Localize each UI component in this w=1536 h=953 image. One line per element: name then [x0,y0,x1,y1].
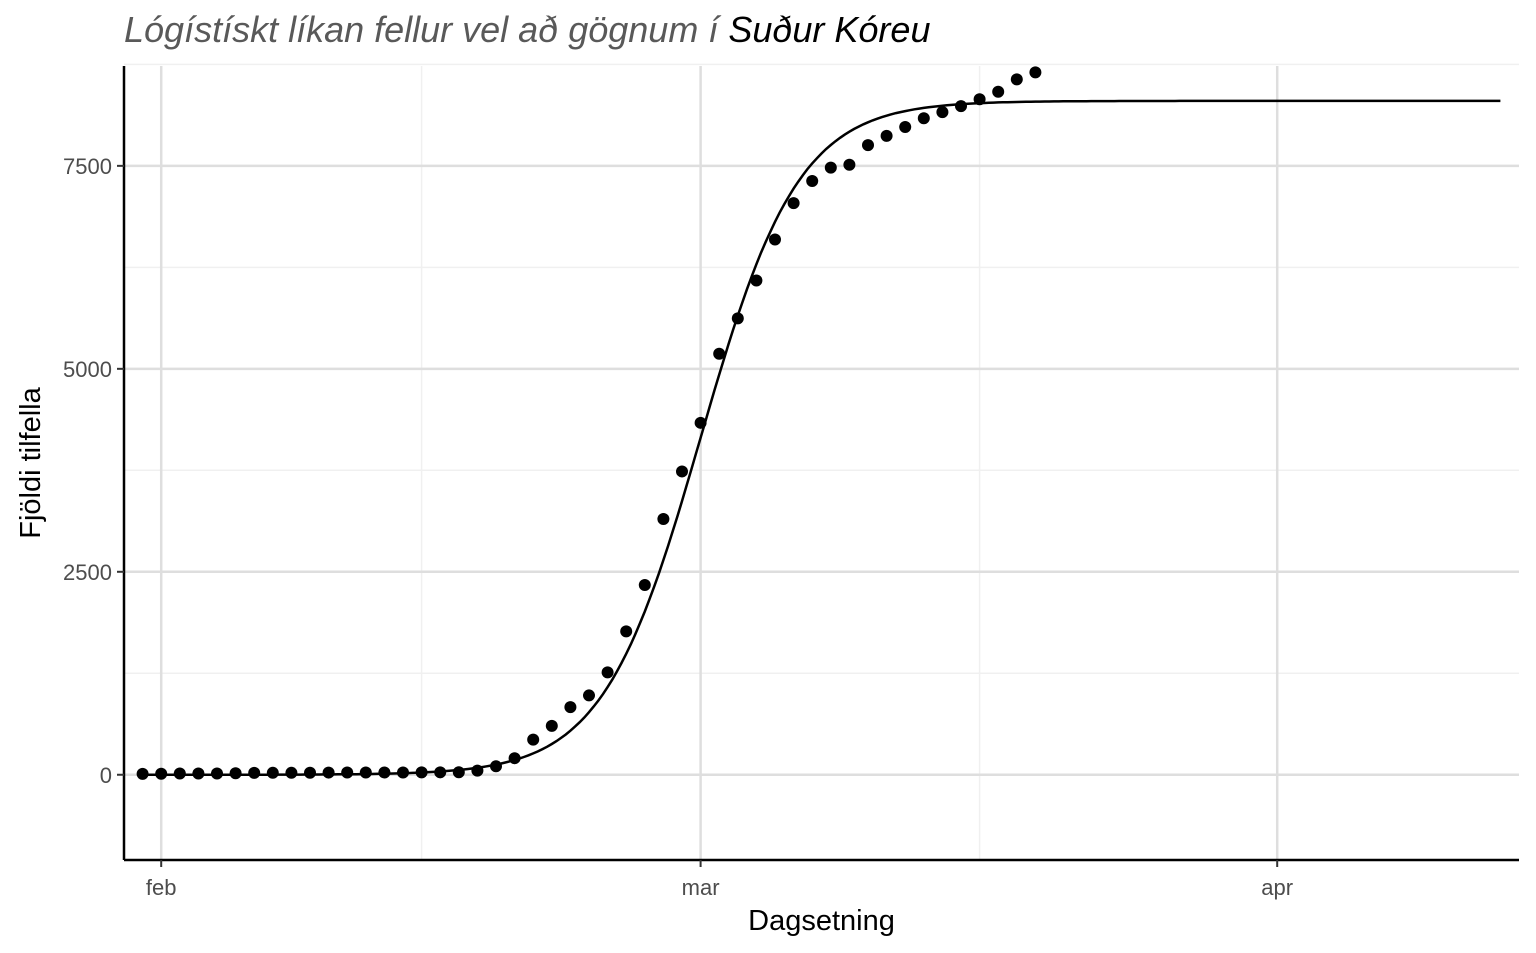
data-point [192,767,205,780]
data-point [341,766,354,779]
data-point [713,347,726,360]
data-point [917,112,930,125]
data-point [415,766,428,779]
data-point [806,174,819,187]
data-point [434,766,447,779]
data-point [1010,73,1023,86]
y-tick-label: 2500 [63,560,112,585]
chart-title-prefix: Lógístískt líkan fellur vel að gögnum í [124,9,719,50]
y-axis-title: Fjöldi tilfella [15,386,47,538]
data-point [787,197,800,210]
data-point [490,760,502,773]
data-point [173,767,186,780]
data-point [359,766,372,779]
data-point [731,312,744,325]
data-point [862,139,874,152]
data-point [601,666,614,679]
y-tick-label: 0 [100,763,112,788]
y-tick-label: 5000 [63,357,112,382]
data-point [452,766,465,779]
x-tick-label: mar [682,875,720,900]
data-point [843,158,856,171]
data-point [266,766,279,779]
data-point [545,719,558,732]
data-point [229,767,242,780]
data-point [676,465,688,478]
data-point [508,752,521,765]
data-point [899,120,912,133]
x-tick-label: feb [146,875,177,900]
y-tick-label: 7500 [63,154,112,179]
data-point [471,764,484,777]
data-point [211,767,223,780]
data-point [397,766,409,779]
x-tick-label: apr [1261,875,1293,900]
data-point [694,416,707,429]
data-point [657,513,670,526]
data-point [973,93,986,106]
data-point [155,767,168,780]
data-point [824,161,837,174]
data-point [880,129,893,142]
data-point [583,689,595,702]
data-point [136,767,149,780]
data-point [322,766,335,779]
data-point [248,766,261,779]
data-point [955,100,967,113]
data-point [285,766,298,779]
x-axis-title: Dagsetning [748,905,895,937]
data-point [638,579,651,592]
data-point [620,625,633,638]
data-point [769,233,781,246]
data-point [304,766,316,779]
data-point [527,733,540,746]
data-point [750,274,763,287]
chart-title-country: Suður Kóreu [728,9,931,50]
data-point [936,106,949,119]
data-point [992,85,1005,98]
data-point [378,766,391,779]
data-point [1029,66,1042,79]
data-point [564,701,577,714]
